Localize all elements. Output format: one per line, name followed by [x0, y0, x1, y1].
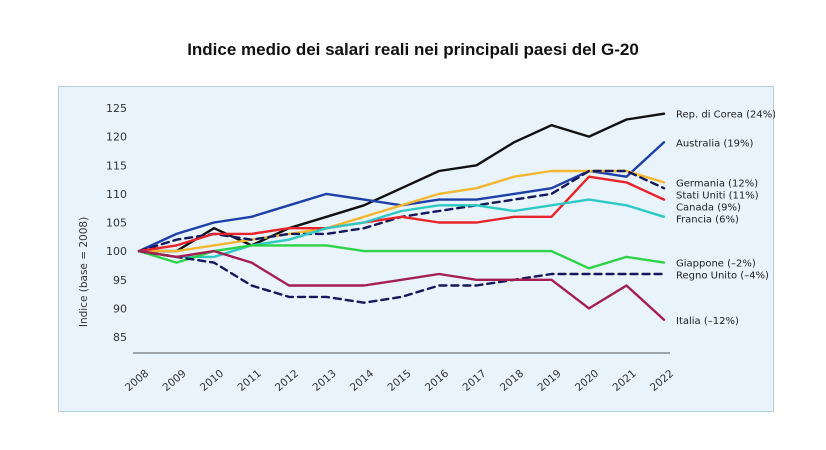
x-tick-label: 2015: [385, 368, 413, 394]
series-lines: [137, 112, 666, 322]
x-tick-label: 2021: [610, 368, 638, 394]
x-tick-label: 2018: [498, 368, 526, 394]
series-label: Australia (19%): [676, 138, 754, 149]
chart-frame: Indice (base = 2008) 85 90 95 100 105 110 115 1…: [58, 86, 775, 412]
x-tick-label: 2013: [310, 368, 338, 394]
x-tick-label: 2008: [123, 368, 151, 394]
series-label: Stati Uniti (11%): [676, 190, 759, 201]
series-label: Rep. di Corea (24%): [676, 110, 775, 121]
y-axis-ticks: 85 90 95 100 105 110 115 120 125: [106, 102, 127, 344]
series-labels: Rep. di Corea (24%) Australia (19%) German…: [676, 110, 775, 327]
y-tick-label: 95: [113, 274, 127, 287]
x-tick-label: 2019: [535, 368, 563, 394]
series-label: Germania (12%): [676, 178, 758, 189]
series-line-6: [137, 244, 666, 270]
series-line-5: [137, 198, 666, 259]
x-tick-label: 2012: [273, 368, 301, 394]
y-tick-label: 105: [106, 217, 127, 230]
x-tick-label: 2014: [348, 367, 376, 394]
x-tick-label: 2020: [573, 368, 601, 394]
x-tick-label: 2017: [460, 368, 488, 394]
y-tick-label: 100: [106, 245, 127, 258]
series-line-7: [137, 249, 666, 304]
y-tick-label: 85: [113, 331, 127, 344]
series-line-4: [137, 175, 666, 253]
y-tick-label: 110: [106, 188, 127, 201]
x-tick-label: 2016: [423, 367, 451, 394]
x-tick-label: 2011: [235, 368, 263, 394]
series-label: Italia (–12%): [676, 316, 739, 327]
y-tick-label: 90: [113, 302, 127, 315]
x-axis-ticks: 2008 2009 2010 2011 2012 2013 2014 2015 2016 2017…: [123, 367, 676, 394]
x-tick-label: 2022: [648, 368, 676, 394]
line-chart: Indice (base = 2008) 85 90 95 100 105 110 115 1…: [78, 102, 775, 394]
y-tick-label: 115: [106, 159, 127, 172]
x-tick-label: 2009: [160, 368, 188, 394]
y-axis-title: Indice (base = 2008): [78, 217, 90, 327]
x-tick-label: 2010: [198, 368, 226, 394]
series-label: Regno Unito (–4%): [676, 271, 769, 282]
y-tick-label: 120: [106, 131, 127, 144]
series-line-2: [137, 169, 666, 253]
series-label: Francia (6%): [676, 214, 739, 225]
series-line-8: [137, 249, 666, 322]
y-tick-label: 125: [106, 102, 127, 115]
chart-title: Indice medio dei salari reali nei princi…: [187, 40, 639, 59]
series-label: Giappone (–2%): [676, 259, 756, 270]
series-label: Canada (9%): [676, 202, 741, 213]
